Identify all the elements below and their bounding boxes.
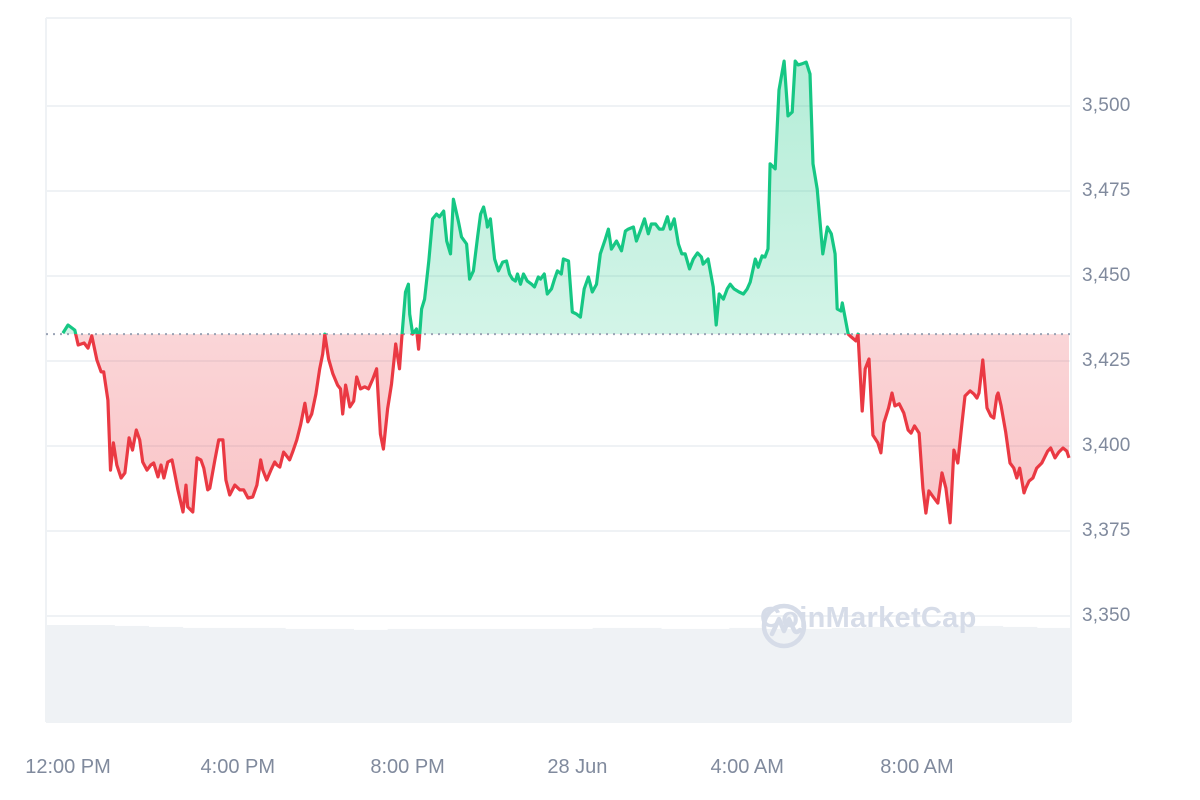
- y-tick-label: 3,500: [1082, 95, 1131, 116]
- y-tick-label: 3,375: [1082, 520, 1131, 541]
- x-tick-label: 12:00 PM: [25, 756, 111, 778]
- y-tick-label: 3,450: [1082, 265, 1131, 286]
- price-line[interactable]: [61, 59, 1071, 525]
- x-tick-label: 8:00 PM: [370, 756, 445, 778]
- area-fills: [62, 61, 1069, 523]
- x-tick-label: 4:00 PM: [200, 756, 276, 778]
- plot-frame: [45, 18, 1072, 723]
- coinmarketcap-logo-icon: [761, 603, 807, 649]
- y-tick-label: 3,400: [1082, 435, 1131, 456]
- x-tick-label: 8:00 AM: [880, 756, 954, 778]
- y-tick-label: 3,475: [1082, 180, 1131, 201]
- y-tick-label: 3,350: [1082, 605, 1131, 626]
- watermark: CoinMarketCap: [760, 602, 977, 649]
- x-tick-label: 28 Jun: [547, 756, 608, 778]
- volume-bars: [46, 624, 1072, 722]
- x-tick-label: 4:00 AM: [710, 756, 784, 778]
- y-tick-label: 3,425: [1082, 350, 1131, 371]
